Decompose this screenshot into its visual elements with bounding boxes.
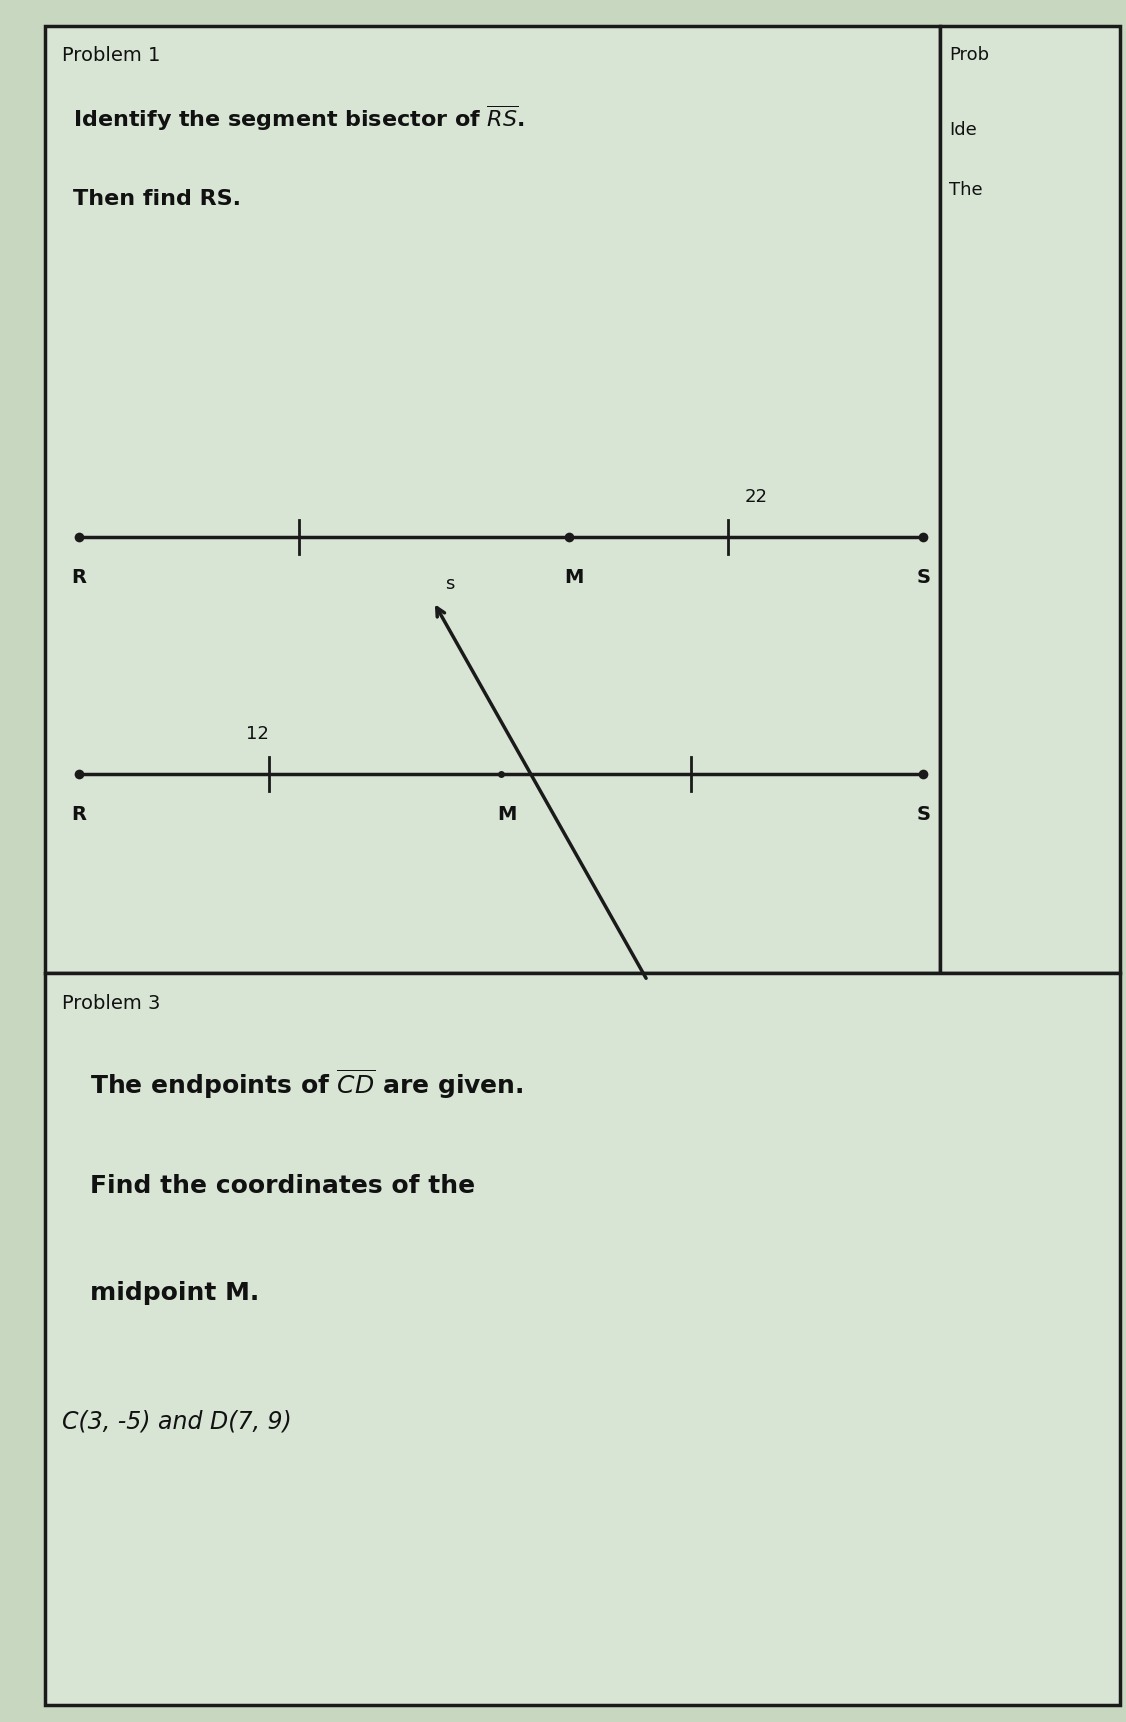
- Text: R: R: [71, 806, 87, 825]
- Text: M: M: [564, 568, 584, 587]
- Text: 12: 12: [247, 725, 269, 744]
- Text: R: R: [71, 568, 87, 587]
- Text: The: The: [949, 181, 983, 198]
- Text: Then find RS.: Then find RS.: [73, 189, 241, 210]
- Text: S: S: [917, 568, 930, 587]
- Text: Prob: Prob: [949, 46, 990, 64]
- Text: Problem 1: Problem 1: [62, 46, 160, 65]
- Text: The endpoints of $\overline{CD}$ are given.: The endpoints of $\overline{CD}$ are giv…: [90, 1068, 524, 1100]
- Text: Ide: Ide: [949, 121, 977, 138]
- Text: 22: 22: [745, 489, 768, 506]
- Text: Find the coordinates of the: Find the coordinates of the: [90, 1174, 475, 1199]
- Bar: [45, 973, 1120, 1705]
- Text: C(3, -5) and D(7, 9): C(3, -5) and D(7, 9): [62, 1409, 292, 1433]
- Text: midpoint M.: midpoint M.: [90, 1281, 259, 1305]
- Text: M: M: [497, 806, 517, 825]
- Text: Problem 3: Problem 3: [62, 994, 160, 1013]
- Bar: [940, 26, 1120, 973]
- Bar: [45, 26, 940, 973]
- Text: s: s: [445, 575, 454, 592]
- Text: S: S: [917, 806, 930, 825]
- Text: Identify the segment bisector of $\overline{RS}$.: Identify the segment bisector of $\overl…: [73, 103, 525, 133]
